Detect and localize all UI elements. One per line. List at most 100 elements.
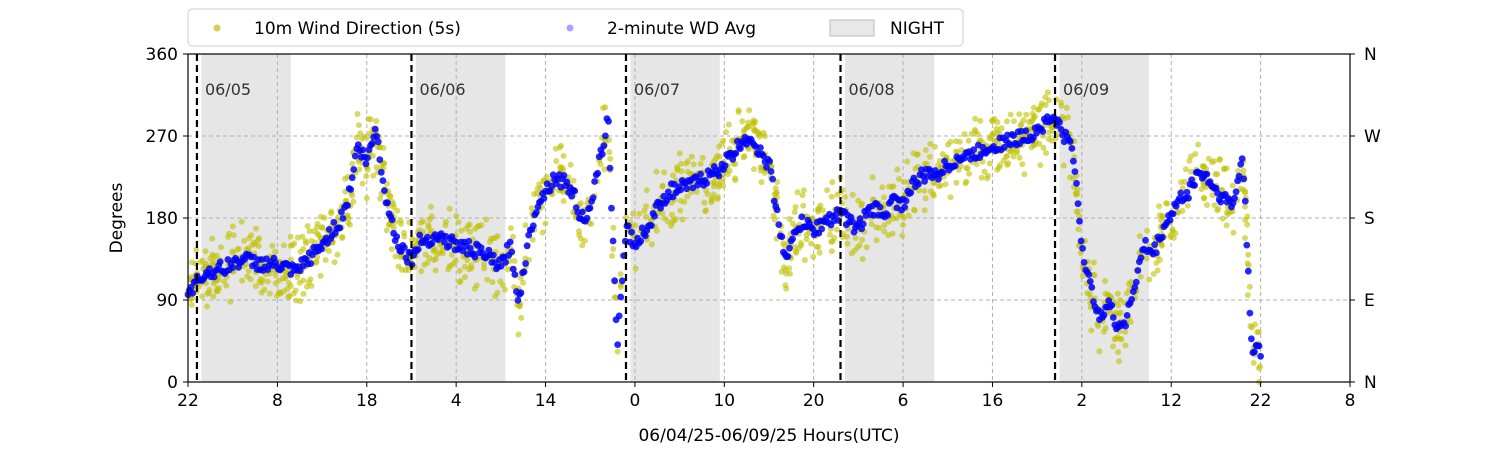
wd-avg-point [1128, 296, 1136, 303]
wind-direction-point [387, 192, 394, 199]
wind-direction-point [418, 268, 425, 275]
wind-direction-point [1019, 161, 1026, 168]
wd-avg-point [339, 215, 347, 222]
wind-direction-point [1086, 290, 1093, 297]
wind-direction-point [386, 221, 393, 228]
wind-direction-point [539, 229, 546, 236]
wind-direction-point [1058, 102, 1065, 109]
wind-direction-point [1209, 192, 1216, 199]
wind-direction-point [308, 282, 315, 289]
wind-direction-point [567, 161, 574, 168]
wd-avg-point [325, 226, 333, 233]
wd-avg-point [970, 146, 978, 154]
wind-direction-point [1137, 273, 1144, 280]
wind-direction-point [719, 140, 725, 147]
wind-direction-point [643, 203, 650, 210]
wd-avg-point [384, 199, 391, 207]
wind-direction-point [648, 241, 655, 248]
wd-avg-point [1132, 278, 1140, 286]
wind-direction-point [786, 216, 793, 222]
wind-direction-point [234, 246, 241, 253]
wind-direction-point [370, 172, 377, 179]
wind-direction-point [308, 238, 315, 244]
wind-direction-point [1118, 336, 1125, 343]
wind-direction-point [922, 147, 929, 153]
wind-direction-point [739, 118, 746, 125]
wind-direction-point [401, 229, 407, 236]
wind-direction-point [828, 193, 835, 200]
wind-direction-point [214, 252, 220, 259]
wind-direction-point [577, 235, 584, 242]
wind-direction-point [421, 261, 428, 268]
wind-direction-point [468, 265, 475, 272]
wind-direction-point [1223, 222, 1230, 229]
wd-avg-point [1109, 314, 1117, 321]
wind-direction-point [223, 282, 230, 289]
wd-avg-point [529, 222, 537, 230]
wind-direction-point [912, 165, 919, 172]
wd-avg-point [951, 162, 959, 170]
wd-avg-point [401, 244, 408, 251]
wd-avg-point [767, 168, 775, 175]
wind-direction-point [859, 256, 866, 263]
wind-direction-point [1195, 141, 1202, 148]
wd-avg-point [1159, 233, 1166, 241]
wd-avg-point [1077, 237, 1085, 245]
wd-avg-point [589, 194, 597, 202]
wd-avg-point [362, 160, 370, 168]
wind-direction-point [1016, 111, 1023, 118]
wd-avg-point [615, 312, 623, 320]
wind-direction-point [307, 276, 314, 283]
wind-direction-point [439, 250, 446, 257]
wind-direction-point [668, 211, 675, 218]
wd-avg-point [849, 218, 856, 226]
wd-avg-point [1085, 271, 1093, 278]
wind-direction-point [852, 235, 859, 241]
wind-direction-point [373, 118, 380, 124]
wind-direction-point [833, 226, 840, 233]
wd-avg-point [1257, 352, 1264, 360]
x-tick-label: 22 [177, 391, 199, 411]
wind-direction-point [1255, 329, 1262, 336]
wd-avg-point [497, 262, 505, 270]
wind-direction-point [697, 160, 704, 167]
wind-direction-point [653, 227, 660, 234]
wd-avg-point [440, 238, 448, 246]
wind-direction-point [287, 233, 294, 240]
wind-direction-point [559, 166, 566, 173]
wind-direction-point [989, 131, 996, 138]
wind-direction-point [636, 210, 643, 217]
wind-direction-point [304, 223, 311, 229]
wind-direction-point [422, 251, 429, 258]
wind-direction-point [994, 119, 1001, 126]
wd-avg-point [318, 245, 325, 253]
legend-marker [566, 24, 574, 32]
wind-direction-point [1244, 213, 1251, 220]
wind-direction-point [218, 244, 224, 251]
wind-direction-point [1136, 233, 1143, 240]
wind-direction-point [1030, 115, 1037, 122]
wd-avg-point [424, 233, 431, 241]
wd-avg-point [1212, 184, 1220, 192]
wd-avg-point [1166, 216, 1174, 224]
wind-direction-point [446, 205, 453, 212]
wind-direction-point [1018, 121, 1025, 128]
wind-direction-point [380, 160, 387, 167]
wd-avg-point [307, 260, 315, 267]
wind-direction-point [972, 128, 979, 135]
wind-direction-point [579, 242, 586, 249]
wind-direction-point [1229, 182, 1236, 189]
wind-direction-point [1214, 171, 1221, 178]
wd-avg-point [1217, 198, 1225, 206]
wind-direction-point [475, 223, 482, 230]
wind-direction-point [1144, 227, 1151, 234]
wd-avg-point [1137, 254, 1145, 262]
wind-direction-point [732, 177, 739, 184]
wd-avg-point [381, 187, 388, 195]
wind-direction-point [1219, 215, 1226, 222]
wd-avg-point [1076, 217, 1083, 225]
wind-direction-point [815, 244, 822, 251]
wind-direction-point [326, 248, 332, 254]
wind-direction-point [741, 153, 748, 160]
wind-direction-point [373, 164, 380, 171]
